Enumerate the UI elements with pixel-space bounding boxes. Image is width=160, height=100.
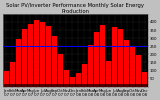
Bar [52, 84, 57, 86]
Bar [118, 29, 123, 86]
Bar [28, 84, 33, 86]
Bar [46, 26, 51, 86]
Bar [124, 40, 129, 86]
Bar [76, 84, 81, 86]
Bar [106, 61, 111, 86]
Bar [70, 84, 75, 86]
Bar [10, 62, 15, 86]
Bar [58, 84, 63, 86]
Bar [136, 55, 141, 86]
Bar [40, 22, 45, 86]
Bar [28, 24, 33, 86]
Bar [124, 84, 129, 86]
Bar [22, 84, 27, 86]
Bar [136, 84, 141, 86]
Bar [100, 84, 105, 86]
Bar [94, 32, 99, 86]
Bar [130, 84, 135, 86]
Bar [142, 72, 147, 86]
Bar [64, 70, 69, 86]
Bar [142, 84, 147, 86]
Bar [70, 77, 75, 86]
Bar [76, 73, 81, 86]
Bar [106, 84, 111, 86]
Bar [82, 64, 87, 86]
Bar [94, 84, 99, 86]
Bar [16, 39, 21, 86]
Bar [16, 84, 21, 86]
Bar [88, 84, 93, 86]
Bar [82, 84, 87, 86]
Bar [52, 36, 57, 86]
Bar [100, 25, 105, 86]
Bar [130, 47, 135, 86]
Title: Solar PV/Inverter Performance Monthly Solar Energy Production: Solar PV/Inverter Performance Monthly So… [6, 3, 144, 14]
Bar [4, 84, 9, 86]
Bar [112, 27, 117, 86]
Bar [34, 84, 39, 86]
Bar [118, 84, 123, 86]
Bar [64, 84, 69, 86]
Bar [22, 29, 27, 86]
Bar [40, 84, 45, 86]
Bar [34, 20, 39, 86]
Bar [88, 44, 93, 86]
Bar [46, 84, 51, 86]
Bar [4, 71, 9, 86]
Bar [58, 54, 63, 86]
Bar [10, 84, 15, 86]
Bar [112, 84, 117, 86]
